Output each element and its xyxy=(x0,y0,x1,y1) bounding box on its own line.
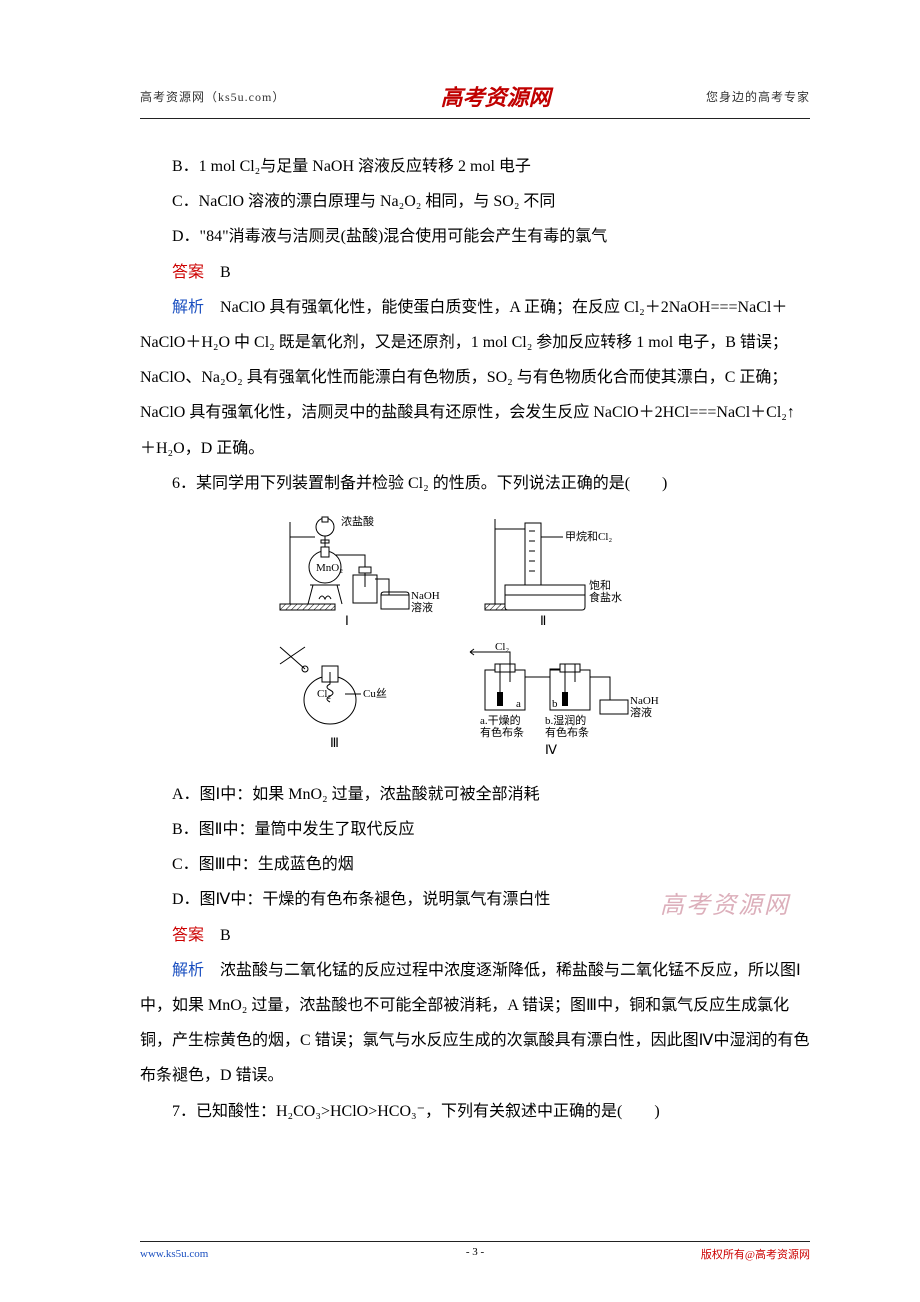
svg-text:有色布条: 有色布条 xyxy=(480,725,524,739)
analysis-label: 解析 xyxy=(172,962,204,979)
q6-diagram: MnO₂ xyxy=(140,507,810,767)
header-center: 高考资源网 xyxy=(441,80,551,112)
svg-text:溶液: 溶液 xyxy=(630,705,652,719)
watermark: 高考资源网 xyxy=(660,885,790,920)
page-footer: www.ks5u.com - 3 - 版权所有@高考资源网 xyxy=(140,1241,810,1262)
answer-value: B xyxy=(204,927,231,944)
svg-text:NaOH: NaOH xyxy=(630,695,659,707)
svg-text:Cl₂: Cl₂ xyxy=(495,641,509,653)
page-header: 高考资源网（ks5u.com） 高考资源网 您身边的高考专家 xyxy=(140,80,810,119)
svg-text:b: b xyxy=(552,698,558,710)
header-right: 您身边的高考专家 xyxy=(706,88,810,105)
q6-option-c: C．图Ⅲ中：生成蓝色的烟 xyxy=(140,847,810,882)
svg-text:b.湿润的: b.湿润的 xyxy=(545,713,586,727)
svg-text:MnO₂: MnO₂ xyxy=(316,562,343,574)
analysis-label: 解析 xyxy=(172,299,204,316)
answer-label: 答案 xyxy=(172,927,204,944)
q5-answer: 答案 B xyxy=(140,255,810,290)
q6-option-b: B．图Ⅱ中：量筒中发生了取代反应 xyxy=(140,812,810,847)
q6-option-a: A．图Ⅰ中：如果 MnO₂ 过量，浓盐酸就可被全部消耗 xyxy=(140,777,810,812)
svg-text:Ⅲ: Ⅲ xyxy=(330,735,339,750)
q5-option-b: B．1 mol Cl₂与足量 NaOH 溶液反应转移 2 mol 电子 xyxy=(140,149,810,184)
analysis-body: NaClO 具有强氧化性，能使蛋白质变性，A 正确；在反应 Cl₂＋2NaOH=… xyxy=(140,299,795,457)
svg-text:a.干燥的: a.干燥的 xyxy=(480,713,521,727)
svg-text:Ⅰ: Ⅰ xyxy=(345,613,349,628)
q6-answer: 答案 B xyxy=(140,918,810,953)
answer-label: 答案 xyxy=(172,264,204,281)
svg-text:饱和: 饱和 xyxy=(589,578,611,592)
q5-analysis: 解析 NaClO 具有强氧化性，能使蛋白质变性，A 正确；在反应 Cl₂＋2Na… xyxy=(140,290,810,466)
q5-option-d: D．"84"消毒液与洁厕灵(盐酸)混合使用可能会产生有毒的氯气 xyxy=(140,219,810,254)
svg-text:NaOH: NaOH xyxy=(411,590,440,602)
svg-text:Cu丝: Cu丝 xyxy=(363,687,387,700)
document-body: B．1 mol Cl₂与足量 NaOH 溶液反应转移 2 mol 电子 C．Na… xyxy=(140,149,810,1129)
header-left: 高考资源网（ks5u.com） xyxy=(140,88,285,105)
q7-stem: 7．已知酸性：H₂CO₃>HClO>HCO₃⁻，下列有关叙述中正确的是( ) xyxy=(140,1094,810,1129)
svg-text:食盐水: 食盐水 xyxy=(589,590,622,604)
svg-text:Cl₂: Cl₂ xyxy=(317,688,331,700)
q6-stem: 6．某同学用下列装置制备并检验 Cl₂ 的性质。下列说法正确的是( ) xyxy=(140,466,810,501)
footer-page-number: - 3 - xyxy=(140,1246,810,1258)
svg-text:有色布条: 有色布条 xyxy=(545,725,589,739)
svg-text:a: a xyxy=(516,698,521,710)
answer-value: B xyxy=(204,264,231,281)
svg-text:Ⅳ: Ⅳ xyxy=(545,742,557,757)
analysis-body: 浓盐酸与二氧化锰的反应过程中浓度逐渐降低，稀盐酸与二氧化锰不反应，所以图Ⅰ中，如… xyxy=(140,962,809,1085)
svg-text:浓盐酸: 浓盐酸 xyxy=(341,514,374,528)
svg-text:甲烷和Cl₂: 甲烷和Cl₂ xyxy=(565,529,612,543)
q5-option-c: C．NaClO 溶液的漂白原理与 Na₂O₂ 相同，与 SO₂ 不同 xyxy=(140,184,810,219)
svg-text:溶液: 溶液 xyxy=(411,600,433,614)
q6-analysis: 解析 浓盐酸与二氧化锰的反应过程中浓度逐渐降低，稀盐酸与二氧化锰不反应，所以图Ⅰ… xyxy=(140,953,810,1094)
svg-text:Ⅱ: Ⅱ xyxy=(540,613,546,628)
